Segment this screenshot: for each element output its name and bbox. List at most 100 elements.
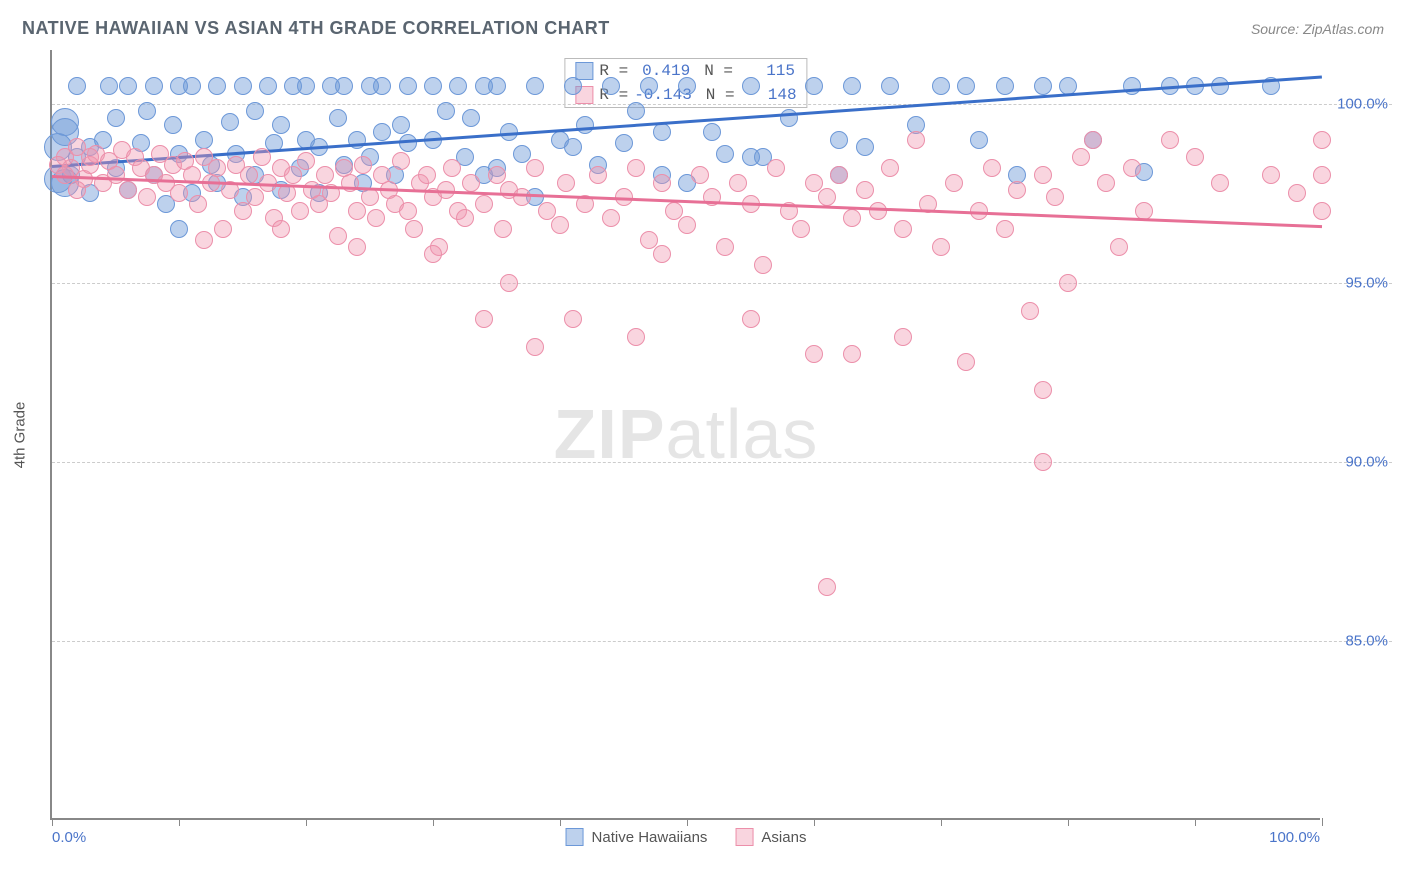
x-tick	[814, 818, 815, 826]
legend-label: Asians	[761, 829, 806, 846]
scatter-point	[145, 77, 163, 95]
chart-header: NATIVE HAWAIIAN VS ASIAN 4TH GRADE CORRE…	[0, 0, 1406, 47]
scatter-point	[970, 131, 988, 149]
scatter-point	[742, 310, 760, 328]
gridline-h	[52, 283, 1392, 284]
scatter-point	[843, 77, 861, 95]
scatter-point	[189, 195, 207, 213]
scatter-point	[856, 181, 874, 199]
scatter-point	[881, 159, 899, 177]
legend-item: Asians	[735, 828, 806, 846]
scatter-point	[170, 184, 188, 202]
scatter-point	[392, 116, 410, 134]
scatter-point	[367, 209, 385, 227]
scatter-point	[500, 274, 518, 292]
legend-swatch	[735, 828, 753, 846]
scatter-point	[907, 131, 925, 149]
scatter-point	[297, 77, 315, 95]
scatter-point	[627, 102, 645, 120]
scatter-point	[869, 202, 887, 220]
scatter-point	[805, 345, 823, 363]
y-tick-label: 90.0%	[1345, 453, 1388, 470]
scatter-point	[996, 220, 1014, 238]
scatter-point	[335, 77, 353, 95]
scatter-point	[399, 134, 417, 152]
scatter-point	[627, 328, 645, 346]
scatter-point	[818, 188, 836, 206]
chart-source: Source: ZipAtlas.com	[1251, 21, 1384, 37]
scatter-point	[830, 166, 848, 184]
scatter-point	[932, 238, 950, 256]
scatter-point	[284, 166, 302, 184]
scatter-point	[107, 109, 125, 127]
scatter-point	[1110, 238, 1128, 256]
scatter-point	[729, 174, 747, 192]
scatter-point	[1097, 174, 1115, 192]
y-tick-label: 85.0%	[1345, 632, 1388, 649]
scatter-point	[475, 195, 493, 213]
scatter-point	[208, 159, 226, 177]
scatter-point	[1186, 148, 1204, 166]
scatter-point	[894, 328, 912, 346]
scatter-point	[164, 116, 182, 134]
scatter-point	[51, 108, 79, 136]
x-tick	[306, 818, 307, 826]
scatter-point	[405, 220, 423, 238]
scatter-point	[627, 159, 645, 177]
scatter-point	[373, 123, 391, 141]
scatter-point	[195, 131, 213, 149]
legend-label: Native Hawaiians	[592, 829, 708, 846]
scatter-point	[932, 77, 950, 95]
scatter-point	[253, 148, 271, 166]
scatter-point	[424, 245, 442, 263]
scatter-point	[418, 166, 436, 184]
chart-title: NATIVE HAWAIIAN VS ASIAN 4TH GRADE CORRE…	[22, 18, 610, 39]
scatter-point	[742, 148, 760, 166]
scatter-point	[513, 188, 531, 206]
scatter-point	[424, 77, 442, 95]
scatter-point	[462, 174, 480, 192]
scatter-point	[316, 166, 334, 184]
scatter-point	[392, 152, 410, 170]
scatter-point	[653, 174, 671, 192]
scatter-point	[894, 220, 912, 238]
scatter-point	[602, 77, 620, 95]
scatter-point	[1084, 131, 1102, 149]
scatter-point	[678, 77, 696, 95]
scatter-point	[945, 174, 963, 192]
legend-item: Native Hawaiians	[566, 828, 708, 846]
scatter-point	[653, 123, 671, 141]
scatter-point	[1211, 174, 1229, 192]
scatter-point	[68, 77, 86, 95]
x-tick	[433, 818, 434, 826]
scatter-point	[996, 77, 1014, 95]
scatter-point	[119, 181, 137, 199]
scatter-point	[348, 238, 366, 256]
scatter-point	[1034, 77, 1052, 95]
y-axis-label: 4th Grade	[12, 402, 29, 469]
x-tick	[52, 818, 53, 826]
scatter-point	[214, 220, 232, 238]
x-tick	[1322, 818, 1323, 826]
scatter-point	[1072, 148, 1090, 166]
scatter-point	[1211, 77, 1229, 95]
scatter-point	[716, 238, 734, 256]
scatter-point	[602, 209, 620, 227]
scatter-point	[138, 102, 156, 120]
scatter-point	[983, 159, 1001, 177]
scatter-point	[830, 131, 848, 149]
scatter-point	[716, 145, 734, 163]
scatter-point	[1123, 77, 1141, 95]
scatter-point	[1034, 381, 1052, 399]
scatter-point	[564, 77, 582, 95]
scatter-point	[456, 209, 474, 227]
scatter-point	[462, 109, 480, 127]
scatter-point	[843, 209, 861, 227]
scatter-point	[354, 156, 372, 174]
scatter-point	[119, 77, 137, 95]
scatter-point	[1123, 159, 1141, 177]
stats-swatch	[575, 62, 593, 80]
scatter-point	[1008, 181, 1026, 199]
scatter-point	[1313, 166, 1331, 184]
scatter-point	[1059, 274, 1077, 292]
